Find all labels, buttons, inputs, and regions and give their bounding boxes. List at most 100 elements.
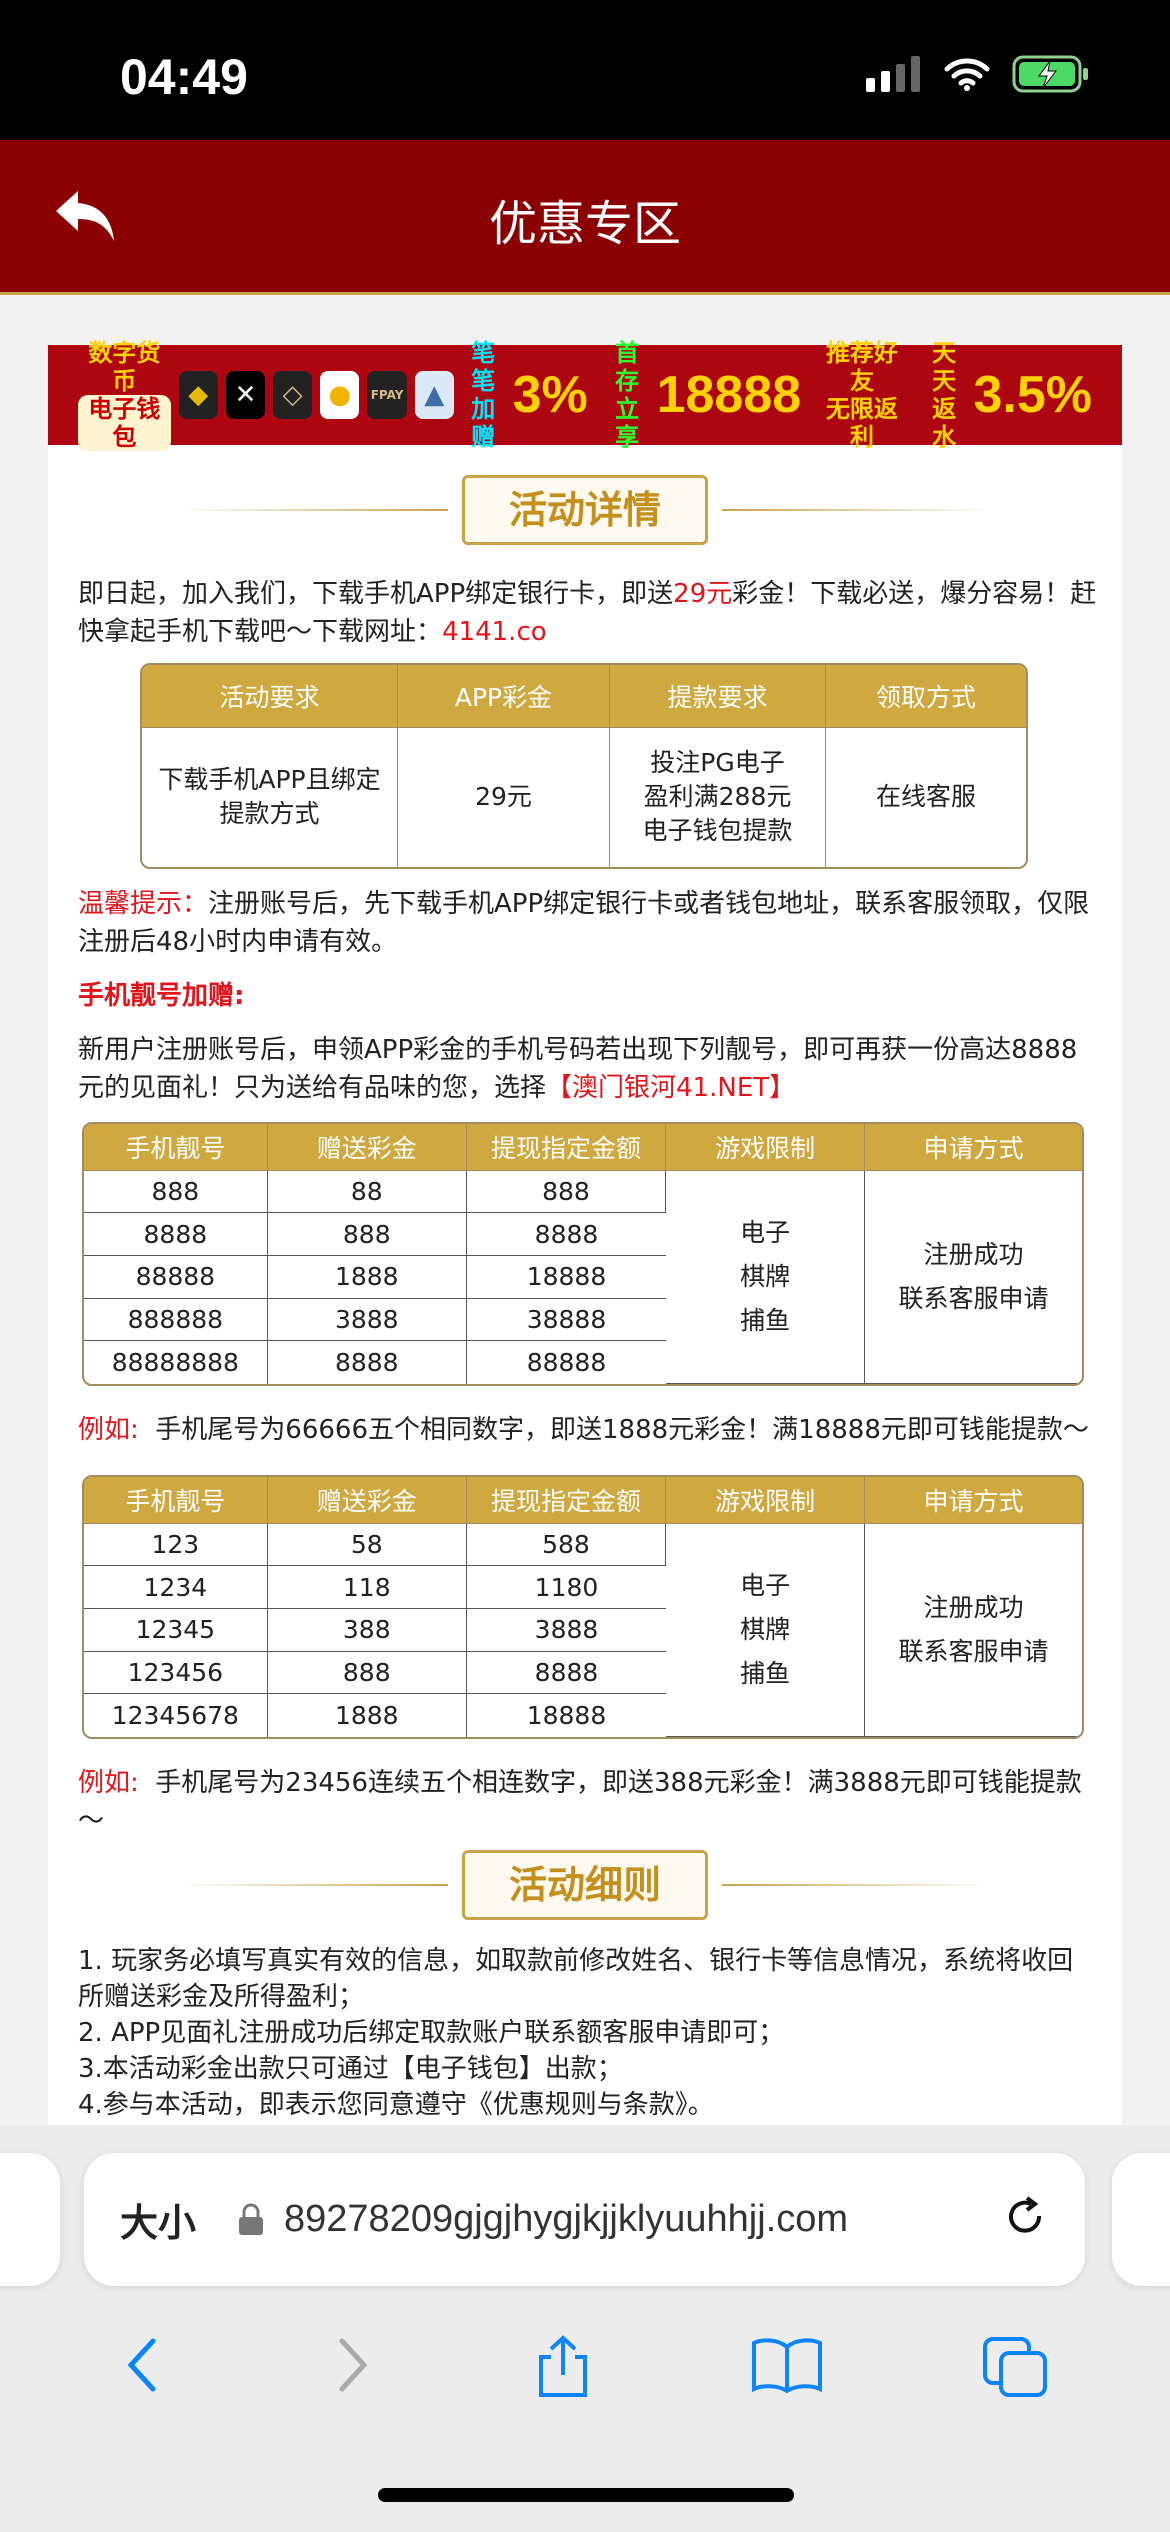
col-header: 申请方式 <box>865 1477 1082 1524</box>
address-bar[interactable]: 大小 89278209gjgjhygjkjjklyuuhhjj.com <box>84 2153 1085 2286</box>
okx-icon: ✕ <box>225 371 266 419</box>
col-header: 游戏限制 <box>666 1477 866 1524</box>
banner-value: 3% <box>512 366 588 424</box>
cell: 1180 <box>466 1566 667 1610</box>
cell: 12345678 <box>84 1694 268 1737</box>
cell: 29元 <box>398 727 610 867</box>
highlight: 29元 <box>673 579 733 609</box>
cell: 88888 <box>84 1256 268 1299</box>
cell: 888 <box>466 1170 667 1214</box>
highlight: 【澳门银河41.NET】 <box>546 1073 796 1103</box>
col-header: APP彩金 <box>398 665 610 728</box>
col-header: 赠送彩金 <box>267 1477 467 1524</box>
cell: 3888 <box>466 1609 667 1652</box>
lucky-number-table-2: 手机靓号 赠送彩金 提现指定金额 游戏限制 申请方式 123 58 588 电子 棋牌 捕鱼 注册… <box>82 1475 1084 1739</box>
download-link[interactable]: 4141.co <box>442 617 547 647</box>
bonus-title: 手机靓号加赠: <box>78 981 245 1011</box>
game-limit-cell: 电子 棋牌 捕鱼 <box>666 1523 866 1737</box>
banner-text: 首存 <box>615 339 640 395</box>
bean-icon: ● <box>320 371 360 419</box>
rule-item: 3.本活动彩金出款只可通过【电子钱包】出款； <box>78 2054 623 2084</box>
table-row: 12345678 1888 18888 <box>84 1694 1082 1737</box>
back-arrow-icon[interactable] <box>50 185 120 245</box>
tabs-icon[interactable] <box>981 2335 1051 2399</box>
banner-value: 18888 <box>656 366 802 424</box>
tip-label: 温馨提示： <box>78 889 209 919</box>
game-limit-cell: 电子 棋牌 捕鱼 <box>666 1170 866 1384</box>
text-size-button[interactable]: 大小 <box>120 2201 197 2245</box>
cell: 123 <box>84 1523 268 1567</box>
cell: 在线客服 <box>875 782 976 812</box>
col-header: 活动要求 <box>142 665 398 728</box>
forward-icon[interactable] <box>326 2335 376 2395</box>
cell: 888 <box>267 1213 467 1257</box>
col-header: 提现指定金额 <box>466 1477 667 1524</box>
cell: 18888 <box>466 1256 667 1299</box>
promo-banner[interactable]: 数字货币 电子钱包 ◆ ✕ ◇ ● FPAY ▲ 笔笔 加赠 3% 首存 立享 188… <box>48 339 1122 451</box>
cell: 388 <box>267 1609 467 1652</box>
signal-icon <box>866 56 920 92</box>
rule-item: 1. 玩家务必填写真实有效的信息，如取款前修改姓名、银行卡等信息情况，系统将收回… <box>78 1946 1074 2012</box>
share-icon[interactable] <box>533 2335 593 2399</box>
back-icon[interactable] <box>119 2335 169 2395</box>
reload-icon[interactable] <box>1005 2195 1049 2244</box>
cell: 38888 <box>466 1299 667 1342</box>
cell: 8888 <box>268 1341 467 1384</box>
cell: 88888 <box>526 1348 607 1378</box>
page-header: 优惠专区 <box>0 140 1170 295</box>
wallet-app-icon: ▲ <box>414 371 454 419</box>
section-header: 活动详情 <box>48 475 1122 545</box>
cell: 58 <box>267 1523 467 1567</box>
bookmarks-icon[interactable] <box>750 2335 824 2395</box>
url-text[interactable]: 89278209gjgjhygjkjjklyuuhhjj.com <box>284 2198 849 2240</box>
section-header: 活动细则 <box>48 1850 1122 1920</box>
next-tab-pill[interactable] <box>1112 2153 1170 2286</box>
example-label: 例如: <box>78 1415 139 1445</box>
text: 即日起，加入我们，下载手机APP绑定银行卡，即送 <box>78 579 674 609</box>
banner-text: 数字货币 <box>88 339 161 395</box>
cell: 1888 <box>267 1256 467 1299</box>
text: 手机尾号为66666五个相同数字，即送1888元彩金！满18888元即可钱能提款… <box>155 1415 1089 1445</box>
banner-text: 天天 <box>932 339 957 395</box>
intro-text: 即日起，加入我们，下载手机APP绑定银行卡，即送29元彩金！下载必送，爆分容易！… <box>78 575 1098 651</box>
prev-tab-pill[interactable] <box>0 2153 60 2286</box>
banner-value: 3.5% <box>973 366 1092 424</box>
table-row: 8888 888 8888 <box>84 1213 1082 1257</box>
cell: 12345 <box>84 1609 268 1652</box>
cell: 投注PG电子 盈利满288元 电子钱包提款 <box>610 727 826 867</box>
wallet-logo-icon: ◇ <box>273 371 313 419</box>
status-bar: 04:49 <box>0 0 1170 140</box>
cell: 88 <box>267 1170 467 1214</box>
cell: 123456 <box>84 1651 268 1695</box>
cell: 8888 <box>466 1213 667 1257</box>
clock: 04:49 <box>120 49 248 105</box>
fpay-icon: FPAY <box>367 371 407 419</box>
table-row: 12345 388 3888 <box>84 1609 1082 1652</box>
col-header: 游戏限制 <box>666 1124 866 1171</box>
text: 新用户注册账号后，申领APP彩金的手机号码若出现下列靓号，即可再获一份高达888… <box>78 1035 1078 1103</box>
cell: 888 <box>267 1651 467 1695</box>
browser-toolbar: 大小 89278209gjgjhygjkjjklyuuhhjj.com <box>0 2125 1170 2532</box>
table-row: 888 88 888 电子 棋牌 捕鱼 注册成功 联系客服申请 <box>84 1170 1082 1384</box>
banner-text: 返水 <box>932 395 957 451</box>
cell: 8888 <box>84 1213 268 1257</box>
banner-text: 笔笔 <box>471 339 496 395</box>
rule-item: 2. APP见面礼注册成功后绑定取款账户联系额客服申请即可； <box>78 2018 785 2048</box>
cell: 888 <box>84 1170 268 1214</box>
col-header: 提款要求 <box>610 665 826 728</box>
table-row: 88888888 8888 88888 <box>84 1341 1082 1384</box>
apply-method-cell: 注册成功 联系客服申请 <box>865 1171 1082 1384</box>
rule-item: 4.参与本活动，即表示您同意遵守《优惠规则与条款》。 <box>78 2090 714 2120</box>
section-title: 活动细则 <box>462 1850 708 1920</box>
col-header: 领取方式 <box>826 665 1026 728</box>
cell: 1234 <box>84 1566 268 1610</box>
banner-text: 立享 <box>615 395 640 451</box>
bonus-text: 新用户注册账号后，申领APP彩金的手机号码若出现下列靓号，即可再获一份高达888… <box>78 1031 1098 1107</box>
lucky-number-table-1: 手机靓号 赠送彩金 提现指定金额 游戏限制 申请方式 888 88 888 电子 棋牌 捕鱼 注册… <box>82 1122 1084 1386</box>
example-label: 例如: <box>78 1768 139 1798</box>
section-title: 活动详情 <box>462 475 708 545</box>
banner-text: 无限返利 <box>825 395 898 451</box>
apply-method-cell: 注册成功 联系客服申请 <box>865 1524 1082 1737</box>
cell: 下载手机APP且绑定提款方式 <box>142 727 398 867</box>
example-text: 例如: 手机尾号为23456连续五个相连数字，即送388元彩金！满3888元即可… <box>78 1764 1098 1840</box>
